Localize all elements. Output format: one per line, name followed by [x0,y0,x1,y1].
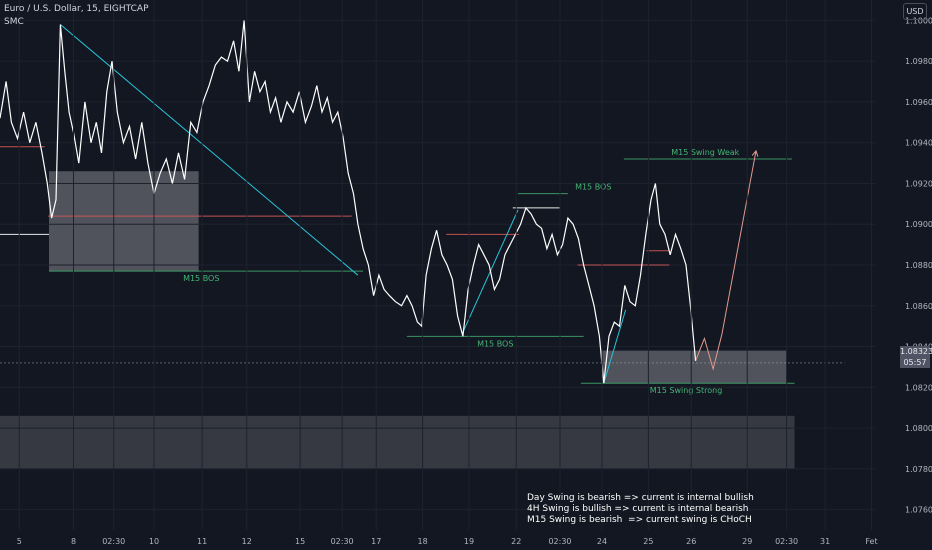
time-tick-label-9: 18 [418,537,428,546]
time-tick-label-3: 10 [149,537,159,546]
structure-label-0: M15 BOS [183,274,219,283]
structure-label-4: M15 Swing Strong [650,386,723,395]
zone-layer [0,171,795,469]
price-tick-label-8: 1.09200 [905,179,932,188]
structure-label-2: M15 BOS [575,183,611,192]
price-tick-label-11: 1.09800 [905,57,932,66]
demand-zone-2 [0,415,795,469]
price-tick-label-7: 1.09000 [905,220,932,229]
trend-line-0 [60,24,359,276]
price-tick-label-2: 1.08000 [905,424,932,433]
time-tick-label-4: 11 [197,537,207,546]
time-tick-label-14: 25 [643,537,653,546]
trend-line-2 [603,309,627,384]
time-tick-label-10: 19 [464,537,474,546]
time-tick-label-2: 02:30 [102,537,125,546]
note-4h-swing: 4H Swing is bullish => current is intern… [527,504,749,514]
time-tick-label-8: 17 [371,537,381,546]
time-tick-label-13: 24 [597,537,607,546]
time-tick-label-12: 02:30 [548,537,571,546]
time-tick-label-5: 12 [242,537,252,546]
price-tick-label-12: 1.10000 [905,16,932,25]
time-tick-label-17: 02:30 [775,537,798,546]
price-axis[interactable]: 1.076001.078001.080001.082001.084001.086… [0,16,932,515]
price-line-0 [0,20,697,384]
note-day-swing: Day Swing is bearish => current is inter… [527,493,754,503]
price-tick-label-5: 1.08600 [905,302,932,311]
time-tick-label-0: 5 [17,537,22,546]
time-tick-label-11: 22 [511,537,521,546]
symbol-title[interactable]: Euro / U.S. Dollar, 15, EIGHTCAP [4,4,149,14]
time-tick-label-18: 31 [820,537,830,546]
demand-zone-1 [602,350,787,384]
projection-path [695,150,757,371]
demand-zone-0 [49,171,199,272]
time-tick-label-7: 02:30 [331,537,354,546]
structure-lines [0,24,845,384]
structure-label-3: M15 Swing Weak [671,148,739,157]
price-tick-label-6: 1.08800 [905,261,932,270]
time-axis[interactable]: 5 8 02:30 10 11 12 15 02:30 17 18 19 22 02:30 24 25 26 2… [17,0,878,546]
currency-button[interactable]: USD [903,3,927,20]
time-tick-label-19: Fet [865,537,877,546]
note-m15-swing: M15 Swing is bearish => current swing is… [527,515,752,525]
structure-label-1: M15 BOS [477,339,513,348]
indicator-label[interactable]: SMC [4,17,24,27]
time-tick-label-1: 8 [71,537,76,546]
price-tick-label-3: 1.08200 [905,383,932,392]
price-tick-label-10: 1.09600 [905,98,932,107]
time-tick-label-6: 15 [295,537,305,546]
last-price: 1.08323 [900,347,932,356]
time-tick-label-15: 26 [686,537,696,546]
structure-labels: M15 BOS M15 BOS M15 BOS M15 Swing Weak M15 S… [183,148,740,395]
price-tick-label-9: 1.09400 [905,139,932,148]
time-tick-label-16: 29 [742,537,752,546]
price-tick-label-1: 1.07800 [905,465,932,474]
analysis-notes: Day Swing is bearish => current is inter… [527,493,754,526]
projection-arrow-head [751,149,759,157]
last-price-tag: 1.08323 05:57 [900,346,932,368]
price-series [0,20,697,384]
bar-countdown: 05:57 [903,358,927,367]
price-tick-label-0: 1.07600 [905,506,932,515]
